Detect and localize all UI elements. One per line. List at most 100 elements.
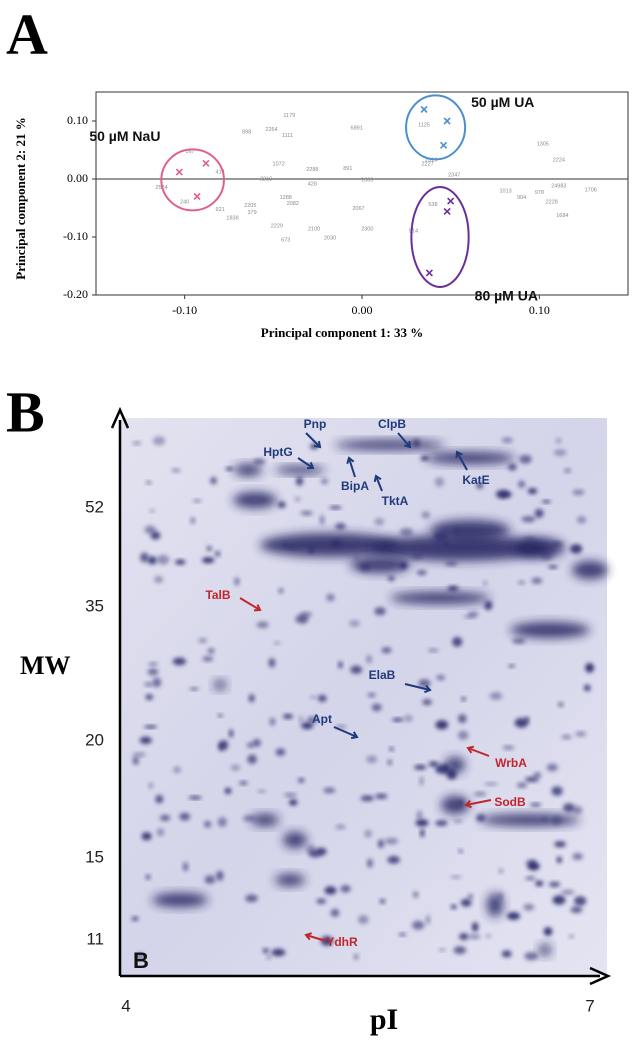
gel-spot — [527, 488, 538, 494]
spot-label: 24983 — [551, 183, 566, 189]
gel-spot — [554, 841, 566, 848]
gel-spot — [399, 932, 407, 937]
gel-spot — [330, 908, 340, 917]
mw-tick-label: 52 — [85, 497, 104, 516]
marker-stroke — [443, 207, 451, 216]
gel-spot — [256, 621, 269, 629]
gel-spot — [484, 782, 498, 786]
protein-label: TktA — [382, 494, 409, 508]
gel-spot — [459, 933, 469, 941]
gel-spot — [531, 577, 543, 584]
gel-spot — [399, 528, 413, 537]
spot-label: 2067 — [352, 206, 364, 212]
gel-spot — [217, 713, 223, 718]
gel-spot — [308, 849, 321, 858]
gel-spot — [460, 898, 472, 907]
gel-spot — [572, 489, 585, 496]
gel-spot — [214, 680, 226, 690]
marker-stroke — [202, 159, 210, 167]
gel-spot — [273, 641, 280, 645]
gel-spot — [146, 480, 152, 485]
gel-spot — [425, 914, 431, 925]
gel-spot — [524, 952, 539, 961]
marker-stroke — [447, 197, 455, 205]
gel-spot — [262, 948, 269, 954]
gel-spot — [149, 508, 155, 513]
gel-spot — [392, 718, 404, 722]
spot-label: 167 — [185, 149, 194, 155]
y-tick-label: 0.10 — [67, 113, 88, 127]
gel-spot — [412, 438, 420, 448]
gel-spot — [558, 702, 564, 707]
protein-arrowhead — [403, 440, 412, 449]
marker-stroke — [420, 105, 428, 113]
spot-label: 1300 — [361, 178, 373, 184]
gel-spot — [539, 944, 551, 956]
gel-spot — [374, 518, 385, 526]
gel-spot — [551, 786, 563, 796]
gel-spot — [476, 814, 486, 822]
gel-spot — [452, 636, 463, 647]
gel-spot — [294, 496, 301, 502]
gel-spot — [283, 832, 307, 848]
gel-spot — [366, 654, 373, 664]
gel-spot — [145, 874, 151, 880]
gel-spot — [384, 837, 399, 845]
gel-spot — [245, 894, 258, 903]
gel-spot — [576, 516, 587, 524]
spot-label: 1013 — [500, 189, 512, 195]
gel-spot — [525, 876, 536, 881]
spot-label: 2219 — [260, 176, 272, 182]
gel-spot — [297, 777, 305, 783]
legend-label: 80 µM UA — [475, 288, 538, 304]
protein-label: BipA — [341, 479, 369, 493]
gel-spot — [514, 717, 529, 728]
gel-spot — [555, 437, 562, 444]
gel-spot — [144, 525, 157, 534]
gel-spot — [572, 805, 583, 815]
gel-spot — [242, 815, 256, 822]
spot-label: 379 — [247, 210, 256, 216]
gel-spot — [556, 856, 562, 864]
gel-spot — [518, 580, 526, 585]
gel-spot — [422, 699, 432, 706]
gel-spot — [316, 898, 327, 904]
gel-spot — [444, 542, 449, 547]
gel-spot — [471, 922, 479, 932]
gel-spot — [298, 715, 304, 723]
gel-spot — [132, 756, 139, 765]
gel-spot — [501, 437, 513, 444]
mw-tick-label: 35 — [85, 596, 104, 615]
spot-label: 1072 — [273, 161, 285, 167]
gel-spot — [143, 725, 158, 729]
gel-spot — [519, 454, 532, 464]
gel-spot — [367, 692, 376, 698]
spot-label: 2082 — [287, 201, 299, 207]
gel-spot — [366, 755, 378, 764]
group-ellipse — [160, 148, 225, 212]
gel-spot — [468, 894, 473, 899]
protein-label: TalB — [205, 588, 230, 602]
spot-label: 2229 — [271, 223, 283, 229]
gel-spot — [239, 781, 248, 785]
protein-label: SodB — [494, 795, 526, 809]
gel-spot — [329, 505, 342, 510]
protein-arrowhead — [306, 462, 315, 470]
spot-label: 1706 — [585, 187, 597, 193]
gel-spot — [319, 514, 325, 525]
gel-spot — [542, 816, 547, 823]
gel-spot — [575, 731, 587, 737]
spot-label: 1684 — [556, 213, 568, 219]
point-marker — [440, 141, 448, 149]
gel-spot — [530, 859, 537, 867]
marker-stroke — [440, 141, 448, 149]
gel-spot — [252, 738, 261, 747]
gel-spot — [560, 889, 575, 895]
spot-label: 2288 — [306, 167, 318, 173]
protein-arrow — [467, 747, 490, 757]
gel-spot — [289, 799, 298, 806]
gel-spot — [295, 476, 304, 486]
gel-spot — [131, 916, 139, 922]
gel-spot — [324, 886, 337, 895]
gel-spot — [486, 933, 491, 939]
